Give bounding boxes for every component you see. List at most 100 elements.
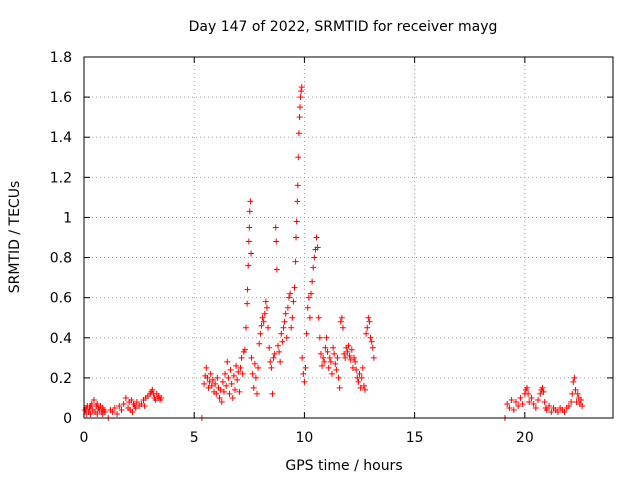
- data-point-marker: [273, 238, 280, 245]
- data-point-marker: [237, 364, 244, 371]
- data-point-marker: [223, 382, 230, 389]
- data-point-marker: [276, 348, 283, 355]
- data-point-marker: [554, 408, 561, 415]
- data-point-marker: [225, 374, 232, 381]
- data-point-marker: [530, 400, 537, 407]
- data-point-marker: [245, 238, 252, 245]
- data-point-marker: [323, 334, 330, 341]
- data-point-marker: [313, 234, 320, 241]
- data-point-marker: [111, 404, 118, 411]
- data-point-marker: [149, 386, 156, 393]
- data-point-marker: [248, 250, 255, 257]
- data-point-marker: [510, 406, 517, 413]
- data-point-marker: [546, 402, 553, 409]
- data-point-marker: [263, 304, 270, 311]
- data-point-marker: [541, 398, 548, 405]
- data-point-marker: [366, 318, 373, 325]
- data-point-marker: [324, 348, 331, 355]
- data-point-marker: [528, 394, 535, 401]
- data-point-marker: [246, 208, 253, 215]
- data-point-marker: [208, 382, 215, 389]
- data-point-marker: [319, 362, 326, 369]
- y-tick-label: 1: [63, 210, 72, 226]
- data-point-marker: [525, 390, 532, 397]
- data-point-marker: [301, 378, 308, 385]
- data-point-marker: [266, 344, 273, 351]
- plot-frame: [83, 56, 614, 419]
- data-point-marker: [255, 364, 262, 371]
- data-point-marker: [342, 354, 349, 361]
- data-marks: [82, 84, 586, 421]
- data-point-marker: [229, 394, 236, 401]
- data-point-marker: [203, 364, 210, 371]
- data-point-marker: [228, 380, 235, 387]
- data-point-marker: [341, 350, 348, 357]
- data-point-marker: [526, 398, 533, 405]
- data-point-marker: [303, 330, 310, 337]
- data-point-marker: [295, 154, 302, 161]
- data-point-marker: [304, 304, 311, 311]
- x-axis-label: GPS time / hours: [285, 458, 402, 474]
- data-point-marker: [209, 376, 216, 383]
- data-point-marker: [309, 278, 316, 285]
- data-point-marker: [216, 394, 223, 401]
- data-point-marker: [331, 350, 338, 357]
- data-point-marker: [272, 224, 279, 231]
- data-point-marker: [321, 358, 328, 365]
- data-point-marker: [579, 402, 586, 409]
- data-point-marker: [322, 344, 329, 351]
- data-point-marker: [118, 406, 125, 413]
- data-point-marker: [296, 114, 303, 121]
- data-point-marker: [352, 358, 359, 365]
- data-point-marker: [207, 370, 214, 377]
- data-point-marker: [508, 396, 515, 403]
- data-point-marker: [133, 398, 140, 405]
- data-point-marker: [90, 396, 97, 403]
- data-point-marker: [279, 338, 286, 345]
- data-point-marker: [568, 398, 575, 405]
- data-point-marker: [365, 314, 372, 321]
- data-point-marker: [278, 330, 285, 337]
- data-point-marker: [224, 358, 231, 365]
- data-point-marker: [355, 378, 362, 385]
- data-point-marker: [205, 384, 212, 391]
- data-point-marker: [535, 396, 542, 403]
- data-point-marker: [360, 382, 367, 389]
- data-point-marker: [302, 364, 309, 371]
- data-point-marker: [353, 366, 360, 373]
- data-point-marker: [94, 410, 101, 417]
- y-tick-label: 1.6: [50, 90, 72, 106]
- data-point-marker: [357, 384, 364, 391]
- data-point-marker: [569, 390, 576, 397]
- data-point-marker: [337, 318, 344, 325]
- y-tick-label: 0: [63, 411, 72, 427]
- data-point-marker: [87, 402, 94, 409]
- data-point-marker: [213, 390, 220, 397]
- data-point-marker: [363, 330, 370, 337]
- data-point-marker: [122, 394, 129, 401]
- data-point-marker: [359, 364, 366, 371]
- x-tick-label: 0: [80, 430, 89, 446]
- x-tick-label: 10: [296, 430, 314, 446]
- data-point-marker: [274, 342, 281, 349]
- data-point-marker: [132, 404, 139, 411]
- data-point-marker: [351, 354, 358, 361]
- data-point-marker: [256, 340, 263, 347]
- data-point-marker: [306, 314, 313, 321]
- data-point-marker: [288, 324, 295, 331]
- data-point-marker: [246, 224, 253, 231]
- data-point-marker: [540, 388, 547, 395]
- data-point-marker: [332, 360, 339, 367]
- data-point-marker: [247, 198, 254, 205]
- data-point-marker: [517, 394, 524, 401]
- data-point-marker: [244, 286, 251, 293]
- data-point-marker: [519, 400, 526, 407]
- x-tick-label: 15: [406, 430, 424, 446]
- data-point-marker: [226, 390, 233, 397]
- data-point-marker: [328, 370, 335, 377]
- grid: [84, 57, 613, 418]
- data-point-marker: [320, 354, 327, 361]
- data-point-marker: [280, 324, 287, 331]
- data-point-marker: [295, 130, 302, 137]
- data-point-marker: [515, 402, 522, 409]
